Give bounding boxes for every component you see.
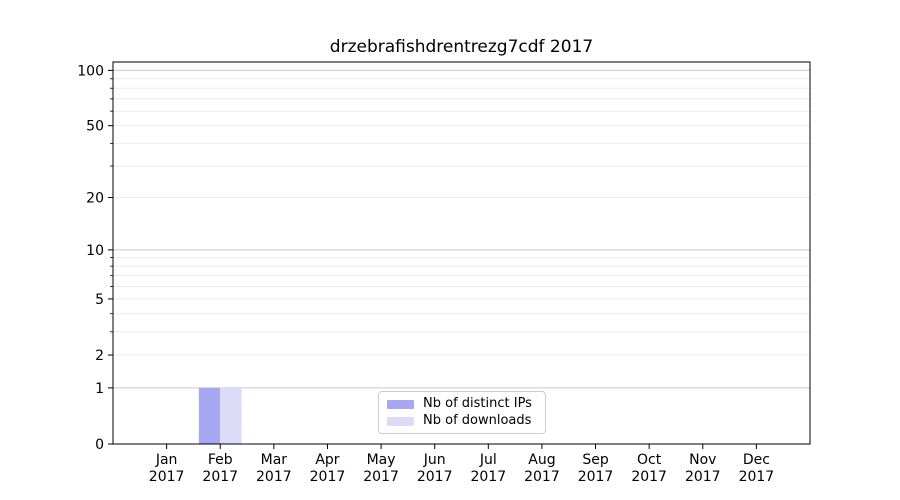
x-tick-label-year: 2017 [149, 469, 185, 485]
x-tick-label-year: 2017 [417, 469, 453, 485]
x-tick-label-month: Jul [479, 452, 497, 468]
y-tick-label: 50 [86, 119, 104, 135]
y-tick-label: 10 [86, 243, 104, 259]
bar-nb-of-downloads [220, 387, 242, 444]
x-tick-label-month: Aug [528, 452, 555, 468]
x-tick-label-month: May [367, 452, 396, 468]
x-tick-label-month: Apr [315, 452, 339, 468]
x-tick-label-year: 2017 [202, 469, 238, 485]
x-tick-label-month: Nov [689, 452, 716, 468]
x-tick-label-month: Feb [208, 452, 233, 468]
legend: Nb of distinct IPs Nb of downloads [378, 391, 546, 434]
axes-frame [112, 61, 811, 445]
y-tick-label: 0 [95, 437, 104, 453]
x-tick-label-month: Oct [637, 452, 662, 468]
y-tick-label: 2 [95, 348, 104, 364]
x-tick-label-month: Dec [743, 452, 770, 468]
y-tick-label: 20 [86, 191, 104, 207]
x-tick-label-year: 2017 [524, 469, 560, 485]
legend-row: Nb of downloads [387, 414, 537, 428]
bar-nb-of-distinct-ips [198, 387, 221, 444]
x-tick-label-month: Sep [582, 452, 609, 468]
legend-label-downloads: Nb of downloads [423, 413, 532, 428]
y-tick-label: 1 [95, 381, 104, 397]
x-tick-label-year: 2017 [631, 469, 667, 485]
x-tick-label-year: 2017 [739, 469, 775, 485]
legend-row: Nb of distinct IPs [387, 397, 537, 411]
x-tick-label-month: Jun [423, 452, 446, 468]
legend-swatch-distinct-ips-icon [387, 399, 414, 409]
y-tick-label: 100 [77, 63, 104, 79]
x-tick-label-month: Mar [261, 452, 288, 468]
x-tick-label-month: Jan [155, 452, 178, 468]
x-tick-label-year: 2017 [310, 469, 346, 485]
x-tick-label-year: 2017 [685, 469, 721, 485]
chart-title: drzebrafishdrentrezg7cdf 2017 [329, 37, 594, 57]
x-tick-label-year: 2017 [470, 469, 506, 485]
x-tick-label-year: 2017 [256, 469, 292, 485]
legend-swatch-downloads-icon [387, 416, 414, 426]
x-tick-label-year: 2017 [363, 469, 399, 485]
x-tick-label-year: 2017 [578, 469, 614, 485]
legend-label-distinct-ips: Nb of distinct IPs [423, 396, 532, 411]
y-tick-label: 5 [95, 292, 104, 308]
